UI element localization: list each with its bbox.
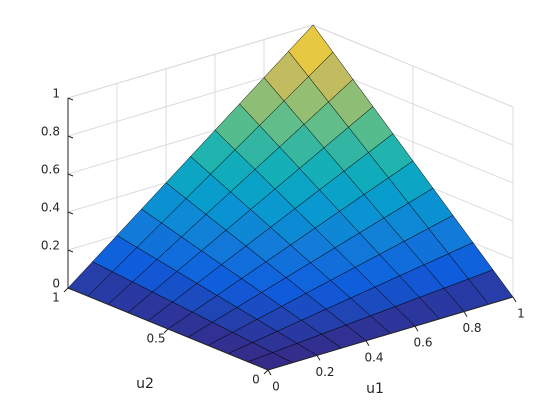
- z-tick-label: 0.6: [41, 163, 60, 177]
- y-tick: [63, 287, 69, 293]
- x-tick-label: 0.4: [364, 350, 383, 364]
- z-tick-label: 0.8: [41, 125, 60, 139]
- z-tick: [67, 135, 74, 139]
- x-tick: [512, 296, 517, 303]
- box-edge: [67, 24, 314, 99]
- z-tick: [67, 249, 74, 253]
- z-tick: [67, 287, 74, 291]
- x-tick-label: 0.6: [413, 336, 432, 350]
- z-tick: [67, 173, 74, 177]
- x-tick: [414, 325, 419, 332]
- x-axis-label: u1: [366, 381, 384, 397]
- x-tick: [316, 355, 321, 361]
- y-tick-label: 0: [252, 373, 260, 387]
- y-axis-label: u2: [136, 376, 154, 392]
- x-tick-label: 0: [272, 380, 280, 394]
- z-tick: [67, 97, 74, 101]
- x-axis-line: [267, 296, 514, 371]
- x-tick-label: 0.2: [315, 365, 334, 379]
- y-tick-label: 1: [52, 291, 60, 305]
- z-tick-label: 1: [52, 87, 60, 101]
- x-tick: [267, 369, 272, 376]
- x-tick-label: 1: [517, 307, 525, 321]
- z-tick: [67, 211, 74, 215]
- z-tick-label: 0.2: [41, 239, 60, 253]
- y-tick: [163, 328, 169, 334]
- z-tick-label: 0.4: [41, 201, 60, 215]
- x-tick: [463, 311, 468, 317]
- z-tick-label: 0: [52, 277, 60, 291]
- x-tick: [365, 340, 370, 347]
- y-tick-label: 0.5: [146, 332, 165, 346]
- y-tick: [263, 369, 269, 375]
- x-tick-label: 0.8: [462, 321, 481, 335]
- box-edge: [312, 24, 514, 108]
